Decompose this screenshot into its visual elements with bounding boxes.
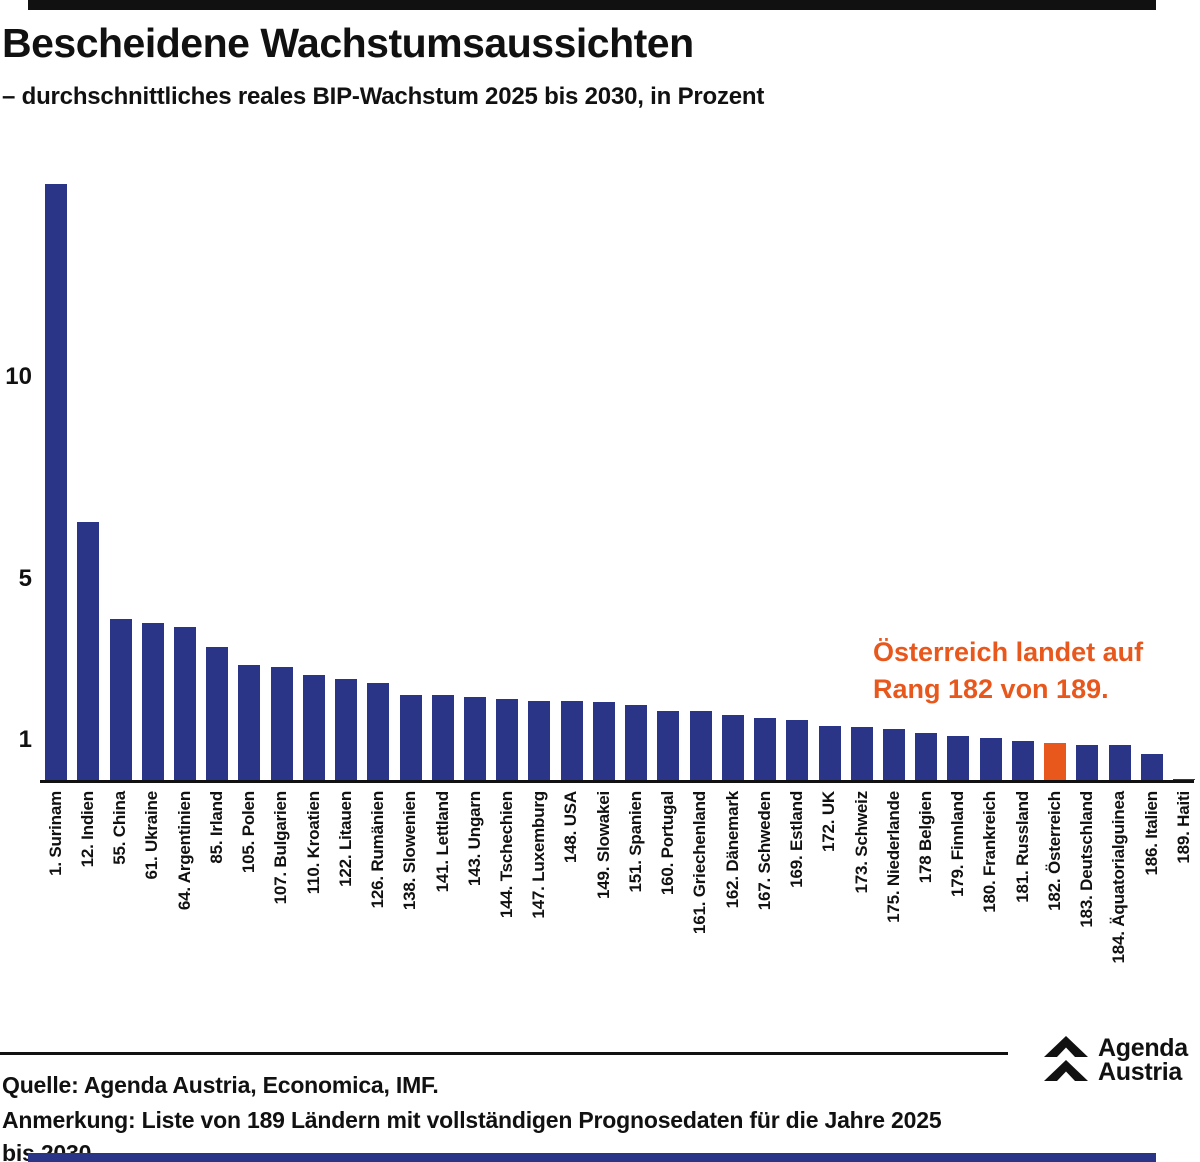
x-axis-label: 107. Bulgarien [271, 791, 290, 905]
x-axis-label: 169. Estland [787, 791, 806, 888]
x-axis-label: 172. UK [819, 791, 838, 852]
bar [915, 733, 937, 780]
x-axis-label: 64. Argentinien [175, 791, 194, 911]
x-axis-label: 126. Rumänien [368, 791, 387, 909]
x-axis-label: 149. Slowakei [594, 791, 613, 899]
bar [819, 726, 841, 780]
bar [851, 727, 873, 780]
x-axis-label: 55. China [110, 791, 129, 865]
bar [625, 705, 647, 780]
x-axis-label: 151. Spanien [626, 791, 645, 893]
note-line-1: Anmerkung: Liste von 189 Ländern mit vol… [2, 1107, 942, 1133]
x-axis-label: 184. Äquatorialguinea [1109, 791, 1128, 964]
x-axis-label: 141. Lettland [433, 791, 452, 893]
x-axis-label: 61. Ukraine [142, 791, 161, 880]
bar [690, 711, 712, 780]
x-axis-label: 173. Schweiz [852, 791, 871, 894]
bar [464, 697, 486, 780]
bar [110, 619, 132, 780]
footer-divider-line [0, 1052, 1008, 1055]
x-axis-label: 175. Niederlande [884, 791, 903, 923]
x-axis-label: 122. Litauen [336, 791, 355, 887]
chart-title: Bescheidene Wachstumsaussichten [2, 20, 694, 66]
top-accent-bar [28, 0, 1156, 10]
x-axis-label: 85. Irland [207, 791, 226, 864]
x-axis-label: 148. USA [561, 791, 580, 864]
bar [657, 711, 679, 780]
logo-word-austria: Austria [1098, 1058, 1183, 1086]
x-axis-label: 12. Indien [78, 791, 97, 868]
bar [271, 667, 293, 780]
bar [1109, 745, 1131, 780]
y-axis-tick-label: 1 [18, 726, 32, 753]
y-axis-tick-label: 5 [18, 565, 32, 592]
x-axis-label: 167. Schweden [755, 791, 774, 911]
logo-wordmark: Agenda Austria [1098, 1034, 1188, 1086]
x-axis-label: 178 Belgien [916, 791, 935, 884]
bar [947, 736, 969, 780]
bar [335, 679, 357, 780]
bar [754, 718, 776, 780]
bar [561, 701, 583, 780]
x-axis-label: 110. Kroatien [304, 791, 323, 895]
bar [174, 627, 196, 780]
note-lines: Anmerkung: Liste von 189 Ländern mit vol… [2, 1104, 942, 1162]
x-axis-label: 138. Slowenien [400, 791, 419, 911]
bar [206, 647, 228, 780]
bar [786, 720, 808, 780]
x-axis-label: 182. Österreich [1045, 791, 1064, 911]
x-axis-label: 147. Luxemburg [529, 791, 548, 919]
bar [528, 701, 550, 780]
bar [142, 623, 164, 780]
source-line: Quelle: Agenda Austria, Economica, IMF. [2, 1072, 439, 1098]
highlight-annotation: Österreich landet auf Rang 182 von 189. [873, 634, 1143, 708]
x-axis-label: 180. Frankreich [980, 791, 999, 913]
x-axis-label: 143. Ungarn [465, 791, 484, 887]
bar-oesterreich-highlighted [1044, 743, 1066, 780]
bar [303, 675, 325, 780]
bar [238, 665, 260, 780]
x-axis-label: 181. Russland [1013, 791, 1032, 903]
bar [432, 695, 454, 780]
logo-word-agenda: Agenda [1098, 1034, 1188, 1062]
y-axis-tick-label: 10 [5, 363, 32, 390]
bar [980, 738, 1002, 780]
highlight-annotation-line1: Österreich landet auf [873, 637, 1144, 667]
bar [593, 702, 615, 780]
bar [1141, 754, 1163, 780]
bar [77, 522, 99, 780]
x-axis-label: 183. Deutschland [1077, 791, 1096, 928]
x-axis-label: 162. Dänemark [723, 791, 742, 909]
bar [400, 695, 422, 780]
bar [496, 699, 518, 780]
x-axis-label: 189. Haiti [1174, 791, 1193, 864]
bar [883, 729, 905, 780]
x-axis-label: 105. Polen [239, 791, 258, 874]
x-axis-label: 160. Portugal [658, 791, 677, 896]
x-axis-label: 1. Surinam [46, 791, 65, 876]
bar [367, 683, 389, 780]
bar [722, 715, 744, 780]
bar [1173, 779, 1195, 780]
x-axis-label: 161. Griechenland [690, 791, 709, 935]
bottom-accent-bar [28, 1153, 1156, 1162]
bar-chart-plot-area: Österreich landet auf Rang 182 von 189. … [5, 184, 1195, 964]
x-axis-line [40, 780, 1194, 783]
x-axis-label: 186. Italien [1142, 791, 1161, 876]
bar [1076, 745, 1098, 780]
x-axis-label: 144. Tschechien [497, 791, 516, 919]
double-chevron-icon [1042, 1036, 1090, 1082]
agenda-austria-logo: Agenda Austria [1042, 1034, 1188, 1086]
chart-subtitle: – durchschnittliches reales BIP-Wachstum… [2, 83, 765, 110]
x-axis-label: 179. Finnland [948, 791, 967, 898]
bar [45, 184, 67, 780]
highlight-annotation-line2: Rang 182 von 189. [873, 674, 1109, 704]
bar [1012, 741, 1034, 780]
